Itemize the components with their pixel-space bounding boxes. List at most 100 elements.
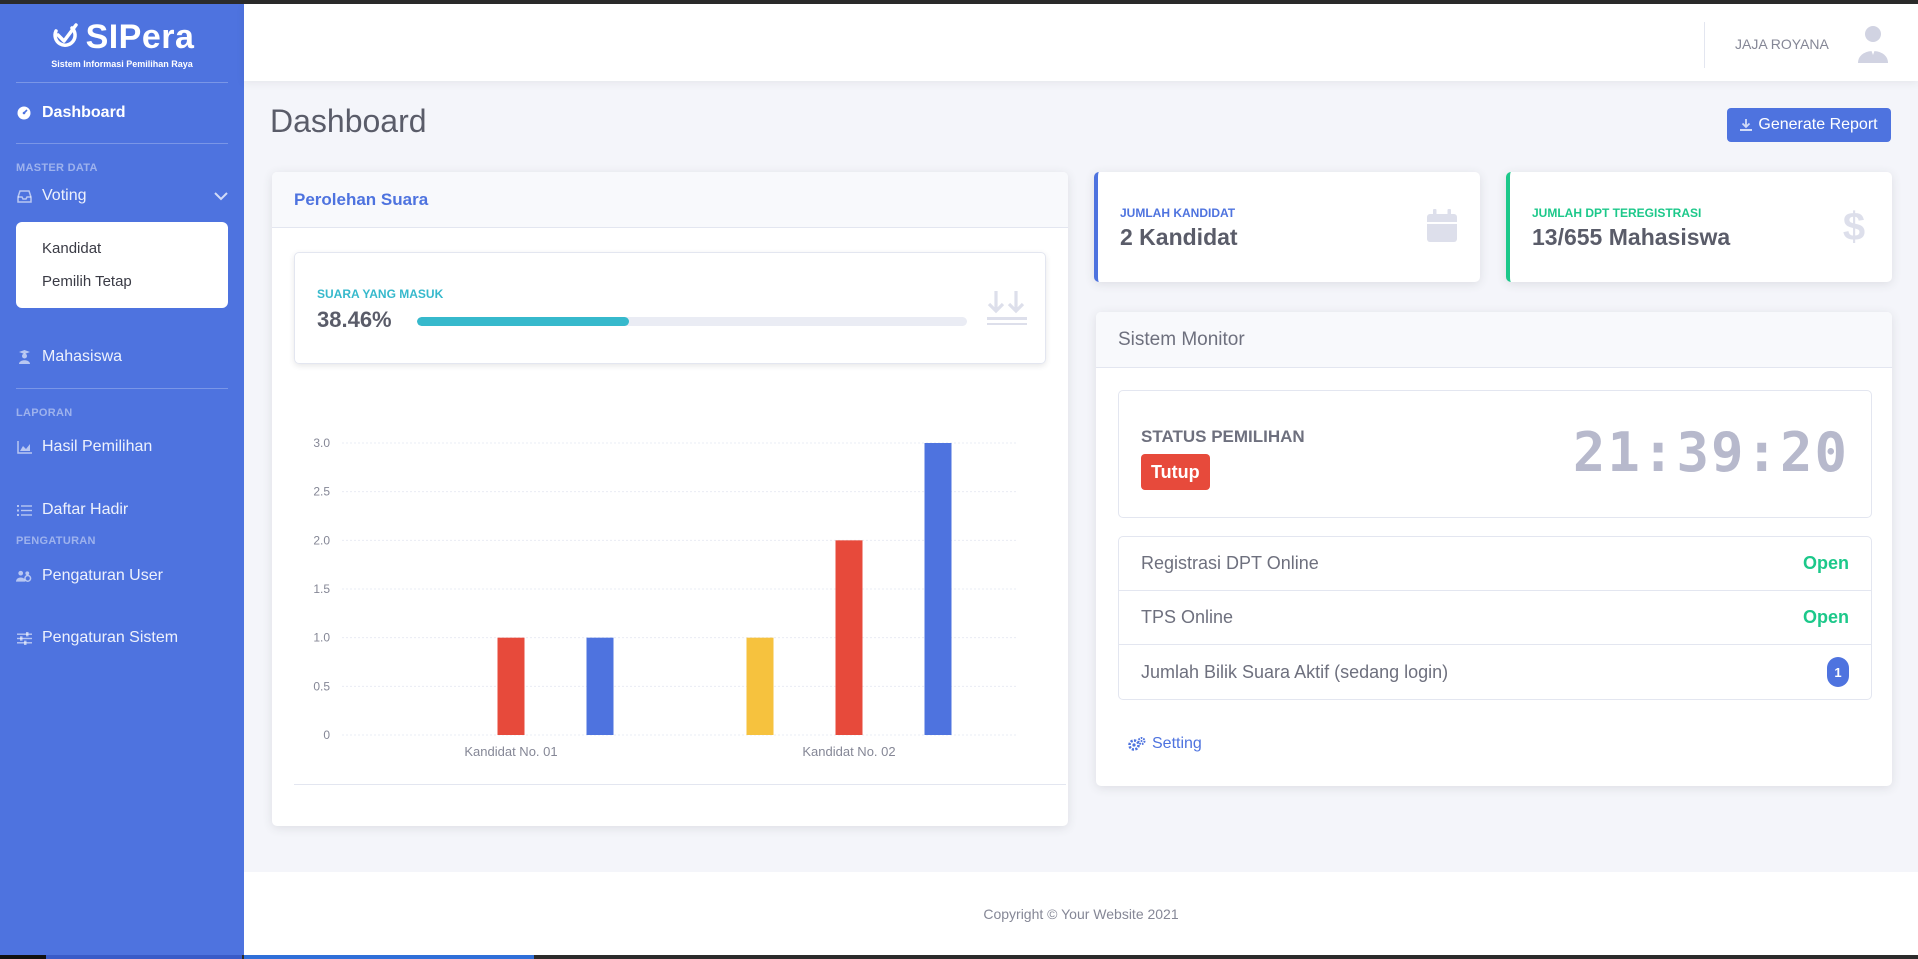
list-item: Registrasi DPT Online Open bbox=[1119, 537, 1871, 591]
card-header: Perolehan Suara bbox=[272, 172, 1068, 228]
y-tick-label: 0.5 bbox=[313, 679, 330, 693]
status-pemilihan-box: STATUS PEMILIHAN Tutup 21:39:20 bbox=[1118, 390, 1872, 518]
y-tick-label: 0 bbox=[323, 728, 330, 742]
list-item-label: Jumlah Bilik Suara Aktif (sedang login) bbox=[1141, 661, 1449, 682]
brand-name: SIPera bbox=[85, 17, 195, 56]
y-tick-label: 3.0 bbox=[313, 436, 330, 450]
sidebar-heading-master: MASTER DATA bbox=[16, 162, 98, 174]
chevron-down-icon bbox=[214, 188, 228, 204]
user-name[interactable]: JAJA ROYANA bbox=[1735, 36, 1829, 52]
taskbar-segment bbox=[0, 955, 46, 959]
avatar-icon[interactable] bbox=[1856, 25, 1890, 63]
generate-report-label: Generate Report bbox=[1758, 116, 1878, 133]
sidebar-item-label: Voting bbox=[42, 187, 87, 204]
footer-copyright: Copyright © Your Website 2021 bbox=[983, 906, 1179, 922]
sidebar-item-voting[interactable]: Voting bbox=[0, 174, 244, 218]
y-tick-label: 1.5 bbox=[313, 582, 330, 596]
sliders-icon bbox=[16, 630, 32, 646]
sidebar-item-mahasiswa[interactable]: Mahasiswa bbox=[0, 326, 244, 388]
x-tick-label: Kandidat No. 02 bbox=[802, 744, 895, 759]
y-tick-label: 2.0 bbox=[313, 533, 330, 547]
cogs-icon bbox=[1128, 737, 1146, 751]
count-badge: 1 bbox=[1827, 657, 1849, 687]
stat-label: JUMLAH KANDIDAT bbox=[1120, 206, 1236, 220]
calendar-icon bbox=[1427, 209, 1457, 242]
submenu-item-kandidat[interactable]: Kandidat bbox=[42, 240, 102, 257]
chart-separator bbox=[294, 784, 1066, 785]
sidebar-item-dashboard[interactable]: Dashboard bbox=[0, 83, 244, 143]
setting-link[interactable]: Setting bbox=[1128, 735, 1202, 753]
sidebar-divider bbox=[16, 143, 228, 144]
dollar-icon: $ bbox=[1843, 206, 1865, 246]
window-bottom-edge bbox=[0, 955, 1918, 959]
window-top-edge bbox=[0, 0, 1918, 4]
inbox-icon bbox=[16, 188, 32, 204]
card-title: Sistem Monitor bbox=[1118, 328, 1245, 350]
monitor-list: Registrasi DPT Online Open TPS Online Op… bbox=[1118, 536, 1872, 700]
brand-subtitle: Sistem Informasi Pemilihan Raya bbox=[51, 58, 193, 69]
chart-area-icon bbox=[16, 439, 32, 455]
perolehan-suara-card: Perolehan Suara SUARA YANG MASUK 38.46% … bbox=[272, 172, 1068, 826]
footer: Copyright © Your Website 2021 bbox=[244, 872, 1918, 955]
users-cog-icon bbox=[16, 568, 32, 584]
sidebar-heading-laporan: LAPORAN bbox=[16, 407, 73, 419]
list-item-label: TPS Online bbox=[1141, 607, 1234, 627]
list-icon bbox=[16, 502, 32, 518]
list-item: TPS Online Open bbox=[1119, 591, 1871, 645]
list-item: Jumlah Bilik Suara Aktif (sedang login) … bbox=[1119, 645, 1871, 699]
voting-submenu: Kandidat Pemilih Tetap bbox=[16, 222, 228, 308]
jumlah-kandidat-card: JUMLAH KANDIDAT 2 Kandidat bbox=[1094, 172, 1480, 282]
status-pemilihan-label: STATUS PEMILIHAN bbox=[1141, 427, 1305, 446]
stat-value: 13/655 Mahasiswa bbox=[1532, 224, 1731, 250]
brand[interactable]: SIPera Sistem Informasi Pemilihan Raya bbox=[0, 4, 244, 82]
sidebar-divider bbox=[16, 82, 228, 83]
sidebar-item-hasil-pemilihan[interactable]: Hasil Pemilihan bbox=[0, 419, 244, 475]
chart-bar bbox=[497, 637, 525, 735]
sistem-monitor-card: Sistem Monitor STATUS PEMILIHAN Tutup 21… bbox=[1096, 312, 1892, 786]
setting-link-label: Setting bbox=[1152, 735, 1202, 752]
jumlah-dpt-card: JUMLAH DPT TEREGISTRASI 13/655 Mahasiswa… bbox=[1506, 172, 1892, 282]
digital-clock: 21:39:20 bbox=[1572, 421, 1849, 484]
sidebar: SIPera Sistem Informasi Pemilihan Raya D… bbox=[0, 4, 244, 955]
download-icon bbox=[1740, 119, 1753, 131]
card-header: Sistem Monitor bbox=[1096, 312, 1892, 368]
chart-bar bbox=[586, 637, 614, 735]
svg-text:$: $ bbox=[1843, 206, 1865, 246]
card-title: Perolehan Suara bbox=[294, 189, 429, 209]
sidebar-item-label: Hasil Pemilihan bbox=[42, 438, 153, 455]
suara-progress-fill bbox=[417, 317, 629, 326]
submenu-item-pemilih-tetap[interactable]: Pemilih Tetap bbox=[42, 273, 132, 290]
sidebar-item-daftar-hadir[interactable]: Daftar Hadir bbox=[0, 475, 244, 545]
chart-bar bbox=[835, 540, 863, 735]
chart-bar bbox=[924, 443, 952, 735]
y-tick-label: 2.5 bbox=[313, 485, 330, 499]
list-item-value: Open bbox=[1802, 607, 1849, 627]
suara-masuk-label: SUARA YANG MASUK bbox=[317, 287, 444, 301]
sort-down-icon bbox=[987, 291, 1027, 325]
page-title: Dashboard bbox=[270, 103, 427, 139]
sidebar-item-pengaturan-user[interactable]: Pengaturan User bbox=[0, 547, 244, 605]
suara-masuk-value: 38.46% bbox=[317, 307, 392, 332]
sidebar-item-label: Daftar Hadir bbox=[42, 501, 129, 518]
logo-icon bbox=[52, 23, 78, 47]
suara-masuk-box: SUARA YANG MASUK 38.46% bbox=[294, 252, 1046, 364]
generate-report-button[interactable]: Generate Report bbox=[1727, 108, 1891, 142]
list-item-value: Open bbox=[1802, 553, 1849, 573]
topbar-divider bbox=[1704, 22, 1705, 68]
taskbar-segment bbox=[244, 955, 534, 959]
user-graduate-icon bbox=[16, 349, 32, 365]
sidebar-divider bbox=[16, 388, 228, 389]
y-tick-label: 1.0 bbox=[313, 631, 330, 645]
chart-bar bbox=[746, 637, 774, 735]
sidebar-item-label: Pengaturan Sistem bbox=[42, 629, 179, 646]
sidebar-item-label: Pengaturan User bbox=[42, 567, 163, 584]
gauge-icon bbox=[16, 105, 32, 121]
x-tick-label: Kandidat No. 01 bbox=[464, 744, 557, 759]
taskbar-segment bbox=[46, 955, 242, 959]
suara-progress-bar bbox=[417, 317, 967, 326]
sidebar-heading-pengaturan: PENGATURAN bbox=[16, 535, 96, 547]
topbar: JAJA ROYANA bbox=[244, 4, 1918, 81]
stat-label: JUMLAH DPT TEREGISTRASI bbox=[1532, 206, 1702, 220]
sidebar-item-pengaturan-sistem[interactable]: Pengaturan Sistem bbox=[0, 605, 244, 671]
list-item-label: Registrasi DPT Online bbox=[1141, 553, 1319, 573]
